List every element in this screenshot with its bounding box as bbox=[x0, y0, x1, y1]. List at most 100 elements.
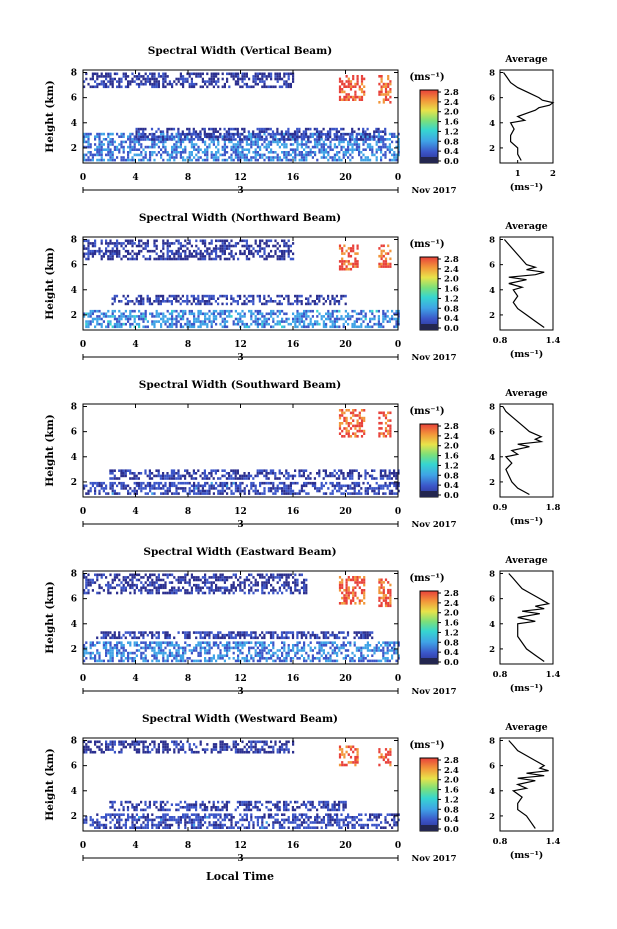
heatmap-cell bbox=[127, 484, 130, 488]
heatmap-cell bbox=[263, 317, 266, 321]
heatmap-cell bbox=[373, 651, 376, 655]
heatmap-cell bbox=[397, 315, 400, 318]
heatmap-cell bbox=[241, 156, 244, 159]
heatmap-cell bbox=[105, 312, 108, 316]
heatmap-cell bbox=[314, 320, 317, 323]
heatmap-cell bbox=[206, 317, 209, 321]
heatmap-cell bbox=[149, 484, 152, 488]
heatmap-cell bbox=[192, 472, 195, 475]
heatmap-cell bbox=[333, 641, 336, 644]
heatmap-cell bbox=[96, 72, 99, 76]
heatmap-cell bbox=[217, 297, 220, 300]
heatmap-cell bbox=[352, 244, 355, 248]
heatmap-cell bbox=[294, 317, 297, 321]
heatmap-cell bbox=[276, 654, 279, 657]
heatmap-cell bbox=[250, 138, 253, 141]
heatmap-cell bbox=[91, 158, 94, 162]
heatmap-cell bbox=[179, 302, 182, 306]
heatmap-cell bbox=[243, 636, 246, 640]
heatmap-cell bbox=[351, 474, 354, 478]
heatmap-cell bbox=[206, 302, 209, 306]
heatmap-cell bbox=[109, 583, 112, 587]
heatmap-cell bbox=[91, 153, 94, 157]
heatmap-cell bbox=[309, 659, 312, 663]
heatmap-cell bbox=[285, 472, 288, 475]
heatmap-cell bbox=[302, 130, 305, 133]
panel-4: Spectral Width (Eastward Beam)2468Height… bbox=[44, 546, 560, 697]
heatmap-cell bbox=[384, 317, 387, 321]
heatmap-cell bbox=[157, 631, 160, 634]
heatmap-cell bbox=[212, 247, 215, 250]
heatmap-cell bbox=[272, 651, 275, 655]
heatmap-cell bbox=[214, 130, 217, 133]
heatmap-cell bbox=[239, 140, 242, 144]
heatmap-cell bbox=[343, 416, 346, 420]
heatmap-cell bbox=[250, 487, 253, 490]
heatmap-cell bbox=[393, 135, 396, 138]
heatmap-cell bbox=[105, 72, 108, 76]
heatmap-cell bbox=[305, 325, 308, 329]
heatmap-cell bbox=[164, 135, 167, 138]
heatmap-cell bbox=[133, 309, 136, 313]
heatmap-cell bbox=[300, 320, 303, 323]
heatmap-cell bbox=[170, 474, 173, 478]
heatmap-cell bbox=[219, 477, 222, 480]
heatmap-cell bbox=[140, 472, 143, 475]
heatmap-cell bbox=[287, 135, 290, 139]
heatmap-cell bbox=[230, 633, 233, 637]
heatmap-cell bbox=[327, 151, 330, 154]
heatmap-cell bbox=[283, 484, 286, 488]
heatmap-cell bbox=[375, 140, 378, 144]
heatmap-cell bbox=[120, 156, 123, 159]
heatmap-cell bbox=[181, 130, 184, 133]
heatmap-cell bbox=[177, 151, 180, 154]
heatmap-cell bbox=[118, 325, 121, 329]
heatmap-cell bbox=[362, 148, 365, 151]
month-year-label: Nov 2017 bbox=[412, 186, 457, 196]
heatmap-cell bbox=[177, 649, 180, 652]
heatmap-cell bbox=[96, 151, 99, 154]
heatmap-cell bbox=[89, 77, 92, 81]
heatmap-cell bbox=[221, 252, 224, 256]
heatmap-cell bbox=[278, 294, 281, 298]
heatmap-cell bbox=[380, 257, 383, 261]
heatmap-cell bbox=[166, 297, 169, 300]
heatmap-cell bbox=[149, 77, 152, 81]
heatmap-cell bbox=[193, 484, 196, 488]
heatmap-cell bbox=[190, 651, 193, 655]
heatmap-cell bbox=[124, 472, 127, 475]
heatmap-cell bbox=[316, 294, 319, 298]
heatmap-cell bbox=[267, 651, 270, 655]
heatmap-cell bbox=[175, 659, 178, 663]
heatmap-cell bbox=[329, 143, 332, 146]
heatmap-cell bbox=[199, 659, 202, 663]
heatmap-cell bbox=[269, 133, 272, 136]
heatmap-cell bbox=[248, 143, 251, 146]
heatmap-cell bbox=[164, 477, 167, 480]
heatmap-cell bbox=[144, 153, 147, 157]
x-tick-label: 4 bbox=[132, 507, 138, 517]
heatmap-cell bbox=[168, 633, 171, 637]
heatmap-cell bbox=[120, 591, 123, 595]
heatmap-cell bbox=[120, 242, 123, 245]
heatmap-cell bbox=[395, 492, 398, 495]
heatmap-cell bbox=[83, 589, 86, 592]
heatmap-cell bbox=[395, 153, 398, 157]
heatmap-cell bbox=[201, 487, 204, 490]
heatmap-cell bbox=[186, 80, 189, 83]
heatmap-cell bbox=[230, 249, 233, 253]
heatmap-cell bbox=[313, 633, 317, 637]
heatmap-cell bbox=[278, 77, 281, 81]
heatmap-cell bbox=[129, 492, 132, 495]
heatmap-cell bbox=[358, 646, 361, 650]
heatmap-cell bbox=[206, 156, 209, 159]
heatmap-cell bbox=[300, 158, 303, 162]
heatmap-cell bbox=[164, 481, 167, 485]
heatmap-cell bbox=[327, 657, 330, 660]
heatmap-cell bbox=[223, 649, 226, 652]
heatmap-cell bbox=[127, 82, 130, 86]
heatmap-cell bbox=[373, 133, 376, 136]
heatmap-cell bbox=[254, 242, 257, 245]
heatmap-cell bbox=[371, 151, 374, 154]
heatmap-cell bbox=[190, 325, 193, 329]
